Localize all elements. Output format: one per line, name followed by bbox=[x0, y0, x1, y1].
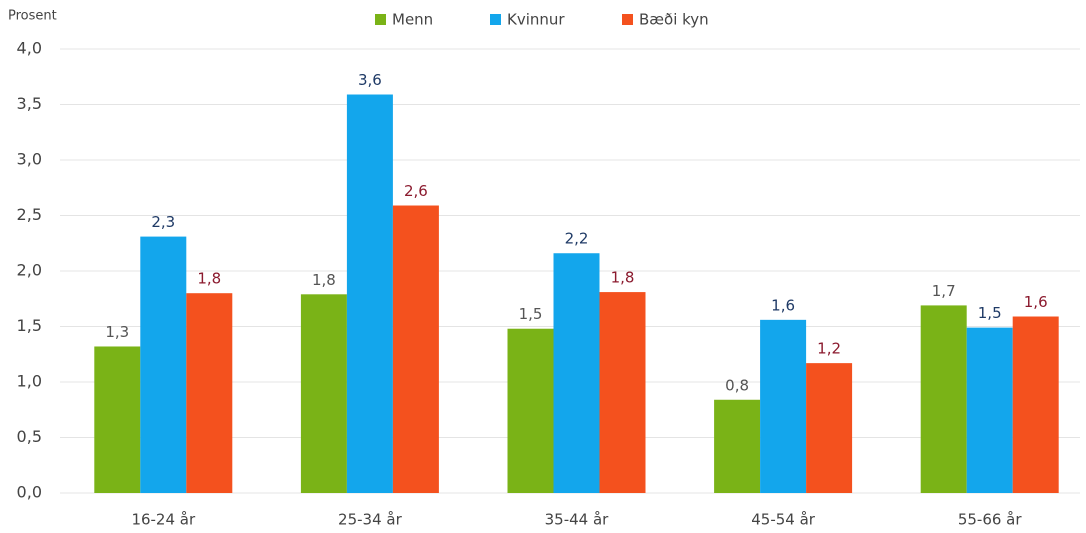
value-label: 1,3 bbox=[105, 323, 129, 341]
y-tick-label: 3,0 bbox=[17, 150, 42, 169]
x-tick-label: 55-66 år bbox=[958, 511, 1023, 529]
bar bbox=[186, 293, 233, 493]
y-tick-label: 1,0 bbox=[17, 372, 42, 391]
bar bbox=[507, 328, 554, 493]
bar bbox=[94, 346, 141, 493]
y-tick-label: 3,5 bbox=[17, 94, 42, 113]
x-tick-label: 25-34 år bbox=[338, 511, 403, 529]
value-label: 1,8 bbox=[312, 271, 336, 289]
bar bbox=[714, 399, 761, 493]
bar bbox=[392, 205, 439, 493]
value-label: 2,6 bbox=[404, 182, 428, 200]
bar bbox=[806, 363, 853, 493]
x-tick-label: 45-54 år bbox=[751, 511, 816, 529]
value-label: 2,2 bbox=[565, 230, 589, 248]
legend-swatch bbox=[490, 14, 501, 25]
y-tick-label: 0,0 bbox=[17, 483, 42, 502]
value-label: 1,2 bbox=[817, 340, 841, 358]
y-axis-label: Prosent bbox=[8, 9, 57, 24]
bar bbox=[1012, 316, 1059, 493]
bar bbox=[760, 319, 807, 493]
value-label: 1,8 bbox=[611, 269, 635, 287]
y-tick-label: 4,0 bbox=[17, 39, 42, 58]
legend-label: Kvinnur bbox=[507, 11, 565, 29]
value-label: 1,6 bbox=[1024, 293, 1048, 311]
value-label: 1,5 bbox=[519, 305, 543, 323]
value-label: 1,7 bbox=[932, 282, 956, 300]
bar bbox=[920, 305, 967, 493]
x-tick-label: 35-44 år bbox=[545, 511, 610, 529]
bar bbox=[300, 294, 347, 493]
bar bbox=[966, 327, 1013, 493]
legend-label: Menn bbox=[392, 11, 433, 29]
legend-label: Bæði kyn bbox=[639, 11, 709, 29]
y-tick-label: 2,0 bbox=[17, 261, 42, 280]
legend-swatch bbox=[622, 14, 633, 25]
bar bbox=[140, 236, 187, 493]
legend-swatch bbox=[375, 14, 386, 25]
bar bbox=[553, 253, 600, 493]
y-tick-label: 0,5 bbox=[17, 427, 42, 446]
value-label: 1,6 bbox=[771, 296, 795, 314]
value-label: 0,8 bbox=[725, 376, 749, 394]
y-tick-label: 2,5 bbox=[17, 205, 42, 224]
y-tick-label: 1,5 bbox=[17, 316, 42, 335]
value-label: 3,6 bbox=[358, 71, 382, 89]
x-tick-label: 16-24 år bbox=[131, 511, 196, 529]
bar bbox=[346, 94, 393, 493]
bar bbox=[599, 292, 646, 493]
value-label: 1,5 bbox=[978, 304, 1002, 322]
value-label: 1,8 bbox=[197, 270, 221, 288]
value-label: 2,3 bbox=[151, 213, 175, 231]
